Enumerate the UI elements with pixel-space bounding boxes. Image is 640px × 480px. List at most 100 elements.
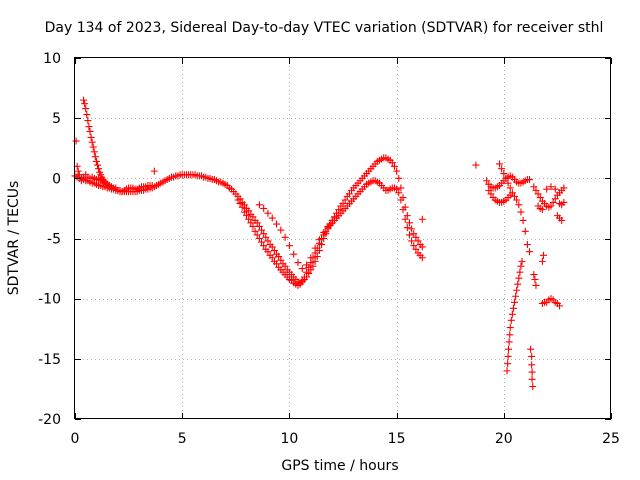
data-point: [320, 228, 328, 236]
data-point: [290, 250, 298, 258]
data-point: [551, 185, 559, 193]
series-early-secondary: [72, 137, 158, 196]
data-point: [506, 331, 514, 339]
data-point: [521, 227, 529, 235]
y-tick-label: -15: [38, 352, 61, 368]
y-tick-label: -5: [47, 232, 61, 248]
data-point: [260, 242, 268, 250]
data-point: [83, 111, 91, 119]
data-point: [85, 123, 93, 131]
data-point: [528, 361, 536, 369]
data-point: [255, 222, 263, 230]
data-point: [526, 248, 534, 256]
data-point: [281, 233, 289, 241]
series-late-low-cluster: [527, 345, 537, 391]
data-point: [345, 190, 353, 198]
data-point: [530, 271, 538, 279]
data-point: [498, 165, 506, 173]
data-point: [307, 254, 315, 262]
data-point: [487, 190, 495, 198]
data-point: [410, 230, 418, 238]
data-point: [518, 257, 526, 265]
data-point: [405, 231, 413, 239]
data-point: [94, 161, 102, 169]
data-point: [408, 225, 416, 233]
data-point: [313, 253, 321, 261]
data-point: [388, 159, 396, 167]
data-point: [506, 191, 514, 199]
data-point: [527, 345, 535, 353]
data-point: [281, 262, 289, 270]
data-point: [519, 216, 527, 224]
data-point: [543, 185, 551, 193]
data-point: [264, 237, 272, 245]
data-point: [414, 237, 422, 245]
data-point: [504, 352, 512, 360]
data-point: [253, 219, 261, 227]
plot-frame: [74, 57, 611, 419]
data-point: [528, 352, 536, 360]
data-point: [509, 304, 517, 312]
data-point: [556, 302, 564, 310]
data-point: [418, 243, 426, 251]
data-point: [249, 213, 257, 221]
series-late-end-cluster: [530, 183, 568, 224]
data-point: [150, 167, 158, 175]
data-point: [539, 251, 547, 259]
data-point: [251, 227, 259, 235]
data-point: [500, 170, 508, 178]
data-point: [410, 242, 418, 250]
y-tick-label: -20: [38, 412, 61, 428]
data-point: [412, 233, 420, 241]
data-point: [528, 375, 536, 383]
data-point: [506, 184, 514, 192]
data-point: [234, 196, 242, 204]
data-point: [549, 198, 557, 206]
data-point: [260, 204, 268, 212]
data-point: [300, 273, 308, 281]
data-point: [84, 117, 92, 125]
data-point: [513, 286, 521, 294]
data-point: [339, 200, 347, 208]
data-point: [511, 192, 519, 200]
x-tick-label: 10: [280, 431, 298, 447]
data-point: [309, 262, 317, 270]
data-point: [95, 165, 103, 173]
data-point: [264, 209, 272, 217]
data-point: [258, 238, 266, 246]
data-point: [77, 177, 85, 185]
data-point: [81, 100, 89, 108]
data-point: [311, 244, 319, 252]
data-point: [538, 257, 546, 265]
data-point: [253, 231, 261, 239]
data-point: [335, 206, 343, 214]
data-point: [528, 368, 536, 376]
data-point: [560, 198, 568, 206]
data-point: [505, 345, 513, 353]
data-point: [511, 298, 519, 306]
data-point: [405, 219, 413, 227]
series-late-right-band: [496, 160, 534, 256]
data-point: [506, 324, 514, 332]
data-point: [530, 183, 538, 191]
data-point: [560, 184, 568, 192]
x-tick-label: 5: [178, 431, 187, 447]
data-point: [512, 292, 520, 300]
data-point: [268, 214, 276, 222]
data-point: [532, 186, 540, 194]
x-tick-label: 0: [71, 431, 80, 447]
data-point: [412, 245, 420, 253]
data-point: [505, 338, 513, 346]
data-point: [243, 212, 251, 220]
data-point: [399, 206, 407, 214]
data-point: [328, 216, 336, 224]
data-point: [504, 360, 512, 368]
data-point: [515, 274, 523, 282]
x-tick-label: 25: [602, 431, 620, 447]
data-point: [558, 216, 566, 224]
data-point: [92, 157, 100, 165]
data-point: [531, 275, 539, 283]
data-point: [294, 259, 302, 267]
data-point: [240, 208, 248, 216]
data-point: [508, 310, 516, 318]
